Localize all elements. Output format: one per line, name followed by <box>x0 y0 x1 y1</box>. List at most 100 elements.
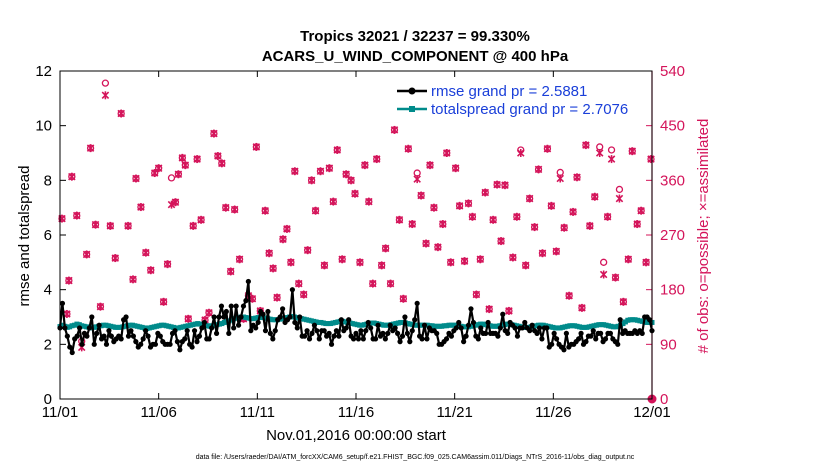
rmse-point <box>590 328 596 334</box>
obs-assimilated-marker <box>142 248 150 257</box>
y-tick-label: 10 <box>35 118 52 135</box>
obs-assimilated-marker <box>73 211 81 220</box>
obs-assimilated-marker <box>265 249 273 258</box>
y2-tick-label: 270 <box>660 227 685 244</box>
rmse-point <box>328 341 335 347</box>
obs-assimilated-marker <box>534 165 543 174</box>
rmse-point <box>130 333 136 339</box>
rmse-point <box>96 322 102 328</box>
rmse-point <box>578 330 584 336</box>
obs-assimilated-marker <box>413 175 421 184</box>
rmse-point <box>424 336 430 342</box>
rmse-point <box>456 319 462 326</box>
obs-assimilated-marker <box>547 201 556 210</box>
obs-assimilated-marker <box>637 206 645 215</box>
legend-spread-label: totalspread grand pr = 2.7076 <box>431 101 628 118</box>
rmse-point <box>84 333 90 339</box>
obs-assimilated-marker <box>603 212 612 221</box>
obs-assimilated-marker <box>325 164 334 173</box>
obs-assimilated-marker <box>101 91 110 100</box>
obs-assimilated-marker <box>189 221 197 230</box>
rmse-point <box>363 328 369 334</box>
obs-assimilated-marker <box>552 247 561 256</box>
obs-assimilated-marker <box>476 255 485 264</box>
obs-assimilated-marker <box>565 291 573 300</box>
series-lines <box>57 278 655 356</box>
obs-assimilated-marker <box>560 223 568 232</box>
rmse-point <box>409 328 415 334</box>
rmse-point <box>174 339 181 345</box>
legend-rmse-label: rmse grand pr = 2.5881 <box>431 83 587 100</box>
y2-tick-label: 450 <box>660 118 685 135</box>
rmse-point <box>209 325 215 331</box>
obs-assimilated-marker <box>154 164 163 173</box>
obs-assimilated-marker <box>351 189 359 198</box>
obs-assimilated-marker <box>269 264 277 273</box>
rmse-point <box>314 328 320 334</box>
rmse-point <box>534 330 540 336</box>
rmse-point <box>412 317 418 323</box>
rmse-point <box>639 330 645 336</box>
rmse-point <box>221 314 227 320</box>
rmse-point <box>316 336 322 342</box>
obs-assimilated-marker <box>106 221 115 230</box>
rmse-point <box>346 317 352 323</box>
rmse-point <box>272 328 278 334</box>
rmse-point <box>194 339 200 345</box>
rmse-point <box>280 306 286 312</box>
rmse-point <box>294 325 300 331</box>
rmse-point <box>360 336 366 342</box>
y2-axis-label: # of obs: o=possible; ×=assimilated <box>695 119 712 354</box>
rmse-point <box>267 330 273 336</box>
rmse-point <box>206 336 212 342</box>
rmse-point <box>485 319 491 326</box>
obs-assimilated-marker <box>210 129 218 138</box>
rmse-point <box>338 317 344 323</box>
obs-assimilated-marker <box>372 155 381 164</box>
rmse-point <box>551 330 557 336</box>
rmse-point <box>478 325 484 331</box>
legend: rmse grand pr = 2.5881 totalspread grand… <box>397 83 628 118</box>
obs-assimilated-marker <box>365 197 373 206</box>
obs-assimilated-marker <box>311 206 320 215</box>
y-tick-label: 6 <box>44 227 52 244</box>
rmse-point <box>189 344 195 350</box>
obs-assimilated-marker <box>320 261 329 270</box>
rmse-point <box>512 325 518 331</box>
obs-assimilated-marker <box>422 239 430 248</box>
rmse-point <box>248 328 254 334</box>
obs-assimilated-marker <box>338 255 346 264</box>
rmse-point <box>350 336 357 342</box>
y2-tick-label: 540 <box>660 63 685 80</box>
rmse-point <box>602 336 609 342</box>
obs-assimilated-marker <box>86 144 95 153</box>
y-tick-label: 4 <box>44 282 52 299</box>
rmse-point <box>103 341 110 347</box>
obs-assimilated-marker <box>525 194 534 203</box>
obs-assimilated-marker <box>124 221 132 230</box>
rmse-point <box>514 333 521 339</box>
obs-assimilated-marker <box>611 273 620 282</box>
obs-assimilated-marker <box>218 159 226 168</box>
obs-assimilated-marker <box>517 149 525 157</box>
y2-tick-label: 90 <box>660 336 677 353</box>
rmse-point <box>118 336 124 342</box>
obs-assimilated-marker <box>91 220 100 229</box>
rmse-point <box>213 330 220 336</box>
rmse-point <box>399 333 406 339</box>
obs-assimilated-marker <box>369 279 377 288</box>
rmse-point <box>380 330 386 336</box>
rmse-point <box>333 328 340 334</box>
rmse-point <box>64 333 70 339</box>
rmse-point <box>270 336 276 342</box>
obs-assimilated-marker <box>417 191 425 200</box>
rmse-point <box>372 336 379 342</box>
obs-assimilated-marker <box>117 109 125 118</box>
rmse-point <box>463 333 469 339</box>
rmse-point <box>470 319 477 326</box>
obs-assimilated-marker <box>591 192 599 201</box>
rmse-point <box>240 303 247 309</box>
obs-assimilated-marker <box>395 215 404 224</box>
obs-assimilated-marker <box>586 221 594 230</box>
obs-assimilated-marker <box>642 258 650 267</box>
